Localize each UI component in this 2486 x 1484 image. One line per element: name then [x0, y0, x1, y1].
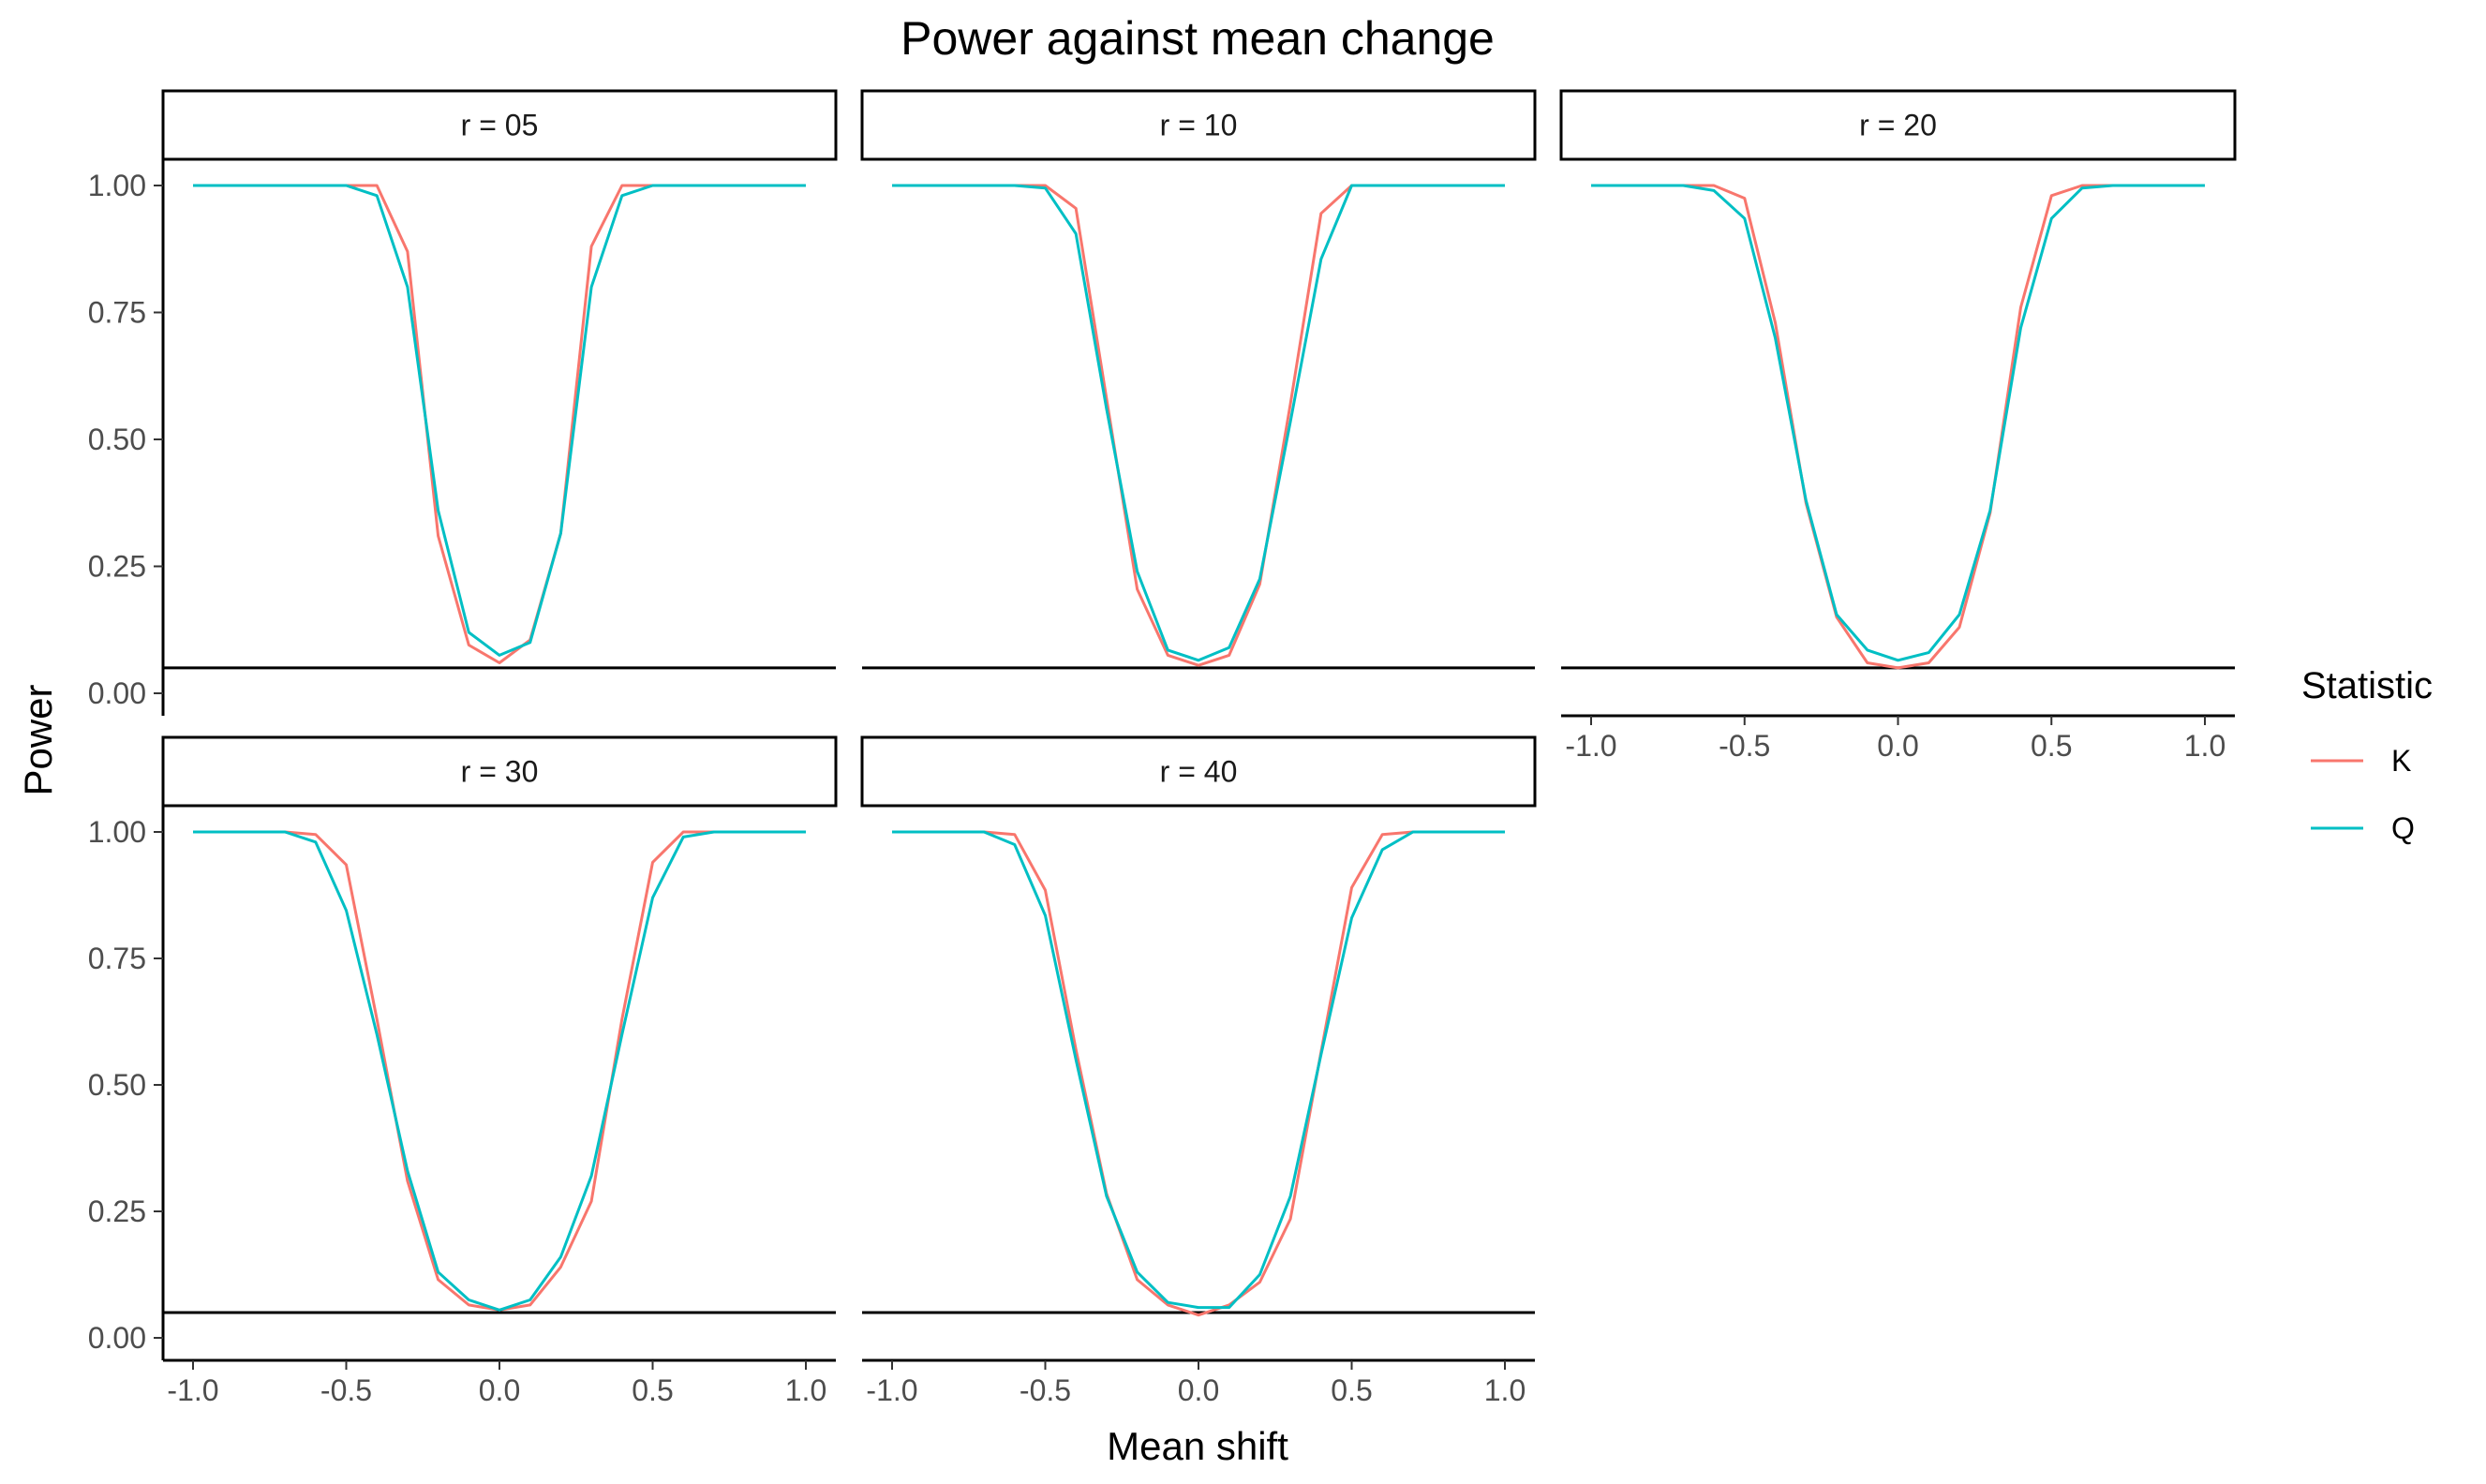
y-tick-label: 0.25	[88, 1195, 146, 1228]
legend-entries: KQ	[2311, 744, 2415, 845]
series-line-k	[193, 184, 806, 664]
y-tick-label: 0.75	[88, 296, 146, 330]
panel-3: r = 20 -1.0 -0.5 0.0 0.5 1.0	[1559, 89, 2237, 763]
x-tick-label: 0.5	[2031, 729, 2072, 763]
x-tick-label: 1.0	[2184, 729, 2225, 763]
legend-entry-k: K	[2311, 744, 2411, 778]
series-line-q	[892, 184, 1505, 662]
panel-strip	[860, 89, 1537, 161]
panel-strip	[161, 89, 838, 161]
panel-strip-label: r = 40	[1160, 755, 1238, 789]
x-tick-label: -1.0	[1565, 729, 1616, 763]
panel-1: r = 05 0.00 0.25 0.50 0.75 1.00	[88, 89, 838, 716]
series-line-q	[193, 184, 806, 657]
x-tick-label: 1.0	[785, 1373, 826, 1407]
chart-title: Power against mean change	[901, 12, 1495, 65]
y-tick-label: 0.50	[88, 423, 146, 456]
panel-2: r = 10	[860, 89, 1537, 670]
series-line-q	[1591, 184, 2205, 662]
y-tick-label: 1.00	[88, 169, 146, 202]
x-tick-label: 1.0	[1484, 1373, 1526, 1407]
panel-5: r = 40 -1.0 -0.5 0.0 0.5 1.0	[860, 735, 1537, 1407]
x-tick-label: 0.5	[1331, 1373, 1372, 1407]
x-tick-label: 0.0	[479, 1373, 520, 1407]
y-axis-title: Power	[16, 684, 60, 795]
series-line-k	[892, 830, 1505, 1317]
x-tick-label: -1.0	[866, 1373, 917, 1407]
series-line-q	[892, 830, 1505, 1310]
x-tick-label: -0.5	[1719, 729, 1770, 763]
y-tick-label: 0.25	[88, 550, 146, 584]
legend-label: Q	[2391, 811, 2415, 845]
y-tick-label: 0.75	[88, 942, 146, 975]
legend-entry-q: Q	[2311, 811, 2415, 845]
series-line-k	[193, 830, 806, 1312]
x-tick-label: -0.5	[1020, 1373, 1071, 1407]
panels: r = 05 0.00 0.25 0.50 0.75 1.00 r = 10 r = 20 -1…	[88, 89, 2237, 1407]
panel-strip-label: r = 30	[461, 755, 539, 789]
y-tick-label: 0.00	[88, 676, 146, 710]
y-tick-label: 0.00	[88, 1321, 146, 1355]
y-tick-label: 1.00	[88, 815, 146, 849]
series-line-q	[193, 830, 806, 1312]
panel-strip-label: r = 20	[1859, 109, 1937, 142]
x-tick-label: 0.0	[1178, 1373, 1219, 1407]
panel-4: r = 30 0.00 0.25 0.50 0.75 1.00 -1.0 -0.5 0.0 0.5…	[88, 735, 838, 1407]
panel-strip-label: r = 10	[1160, 109, 1238, 142]
x-tick-label: -1.0	[167, 1373, 218, 1407]
y-tick-label: 0.50	[88, 1068, 146, 1102]
panel-strip-label: r = 05	[461, 109, 539, 142]
x-axis-title: Mean shift	[1107, 1424, 1288, 1468]
panel-strip	[1559, 89, 2237, 161]
legend: Statistic KQ	[2301, 665, 2433, 845]
x-tick-label: 0.0	[1877, 729, 1918, 763]
panel-strip	[161, 735, 838, 808]
series-line-k	[892, 184, 1505, 667]
x-tick-label: 0.5	[632, 1373, 673, 1407]
panel-strip	[860, 735, 1537, 808]
x-tick-label: -0.5	[320, 1373, 372, 1407]
legend-label: K	[2391, 744, 2411, 778]
legend-title: Statistic	[2301, 665, 2433, 706]
series-line-k	[1591, 184, 2205, 670]
